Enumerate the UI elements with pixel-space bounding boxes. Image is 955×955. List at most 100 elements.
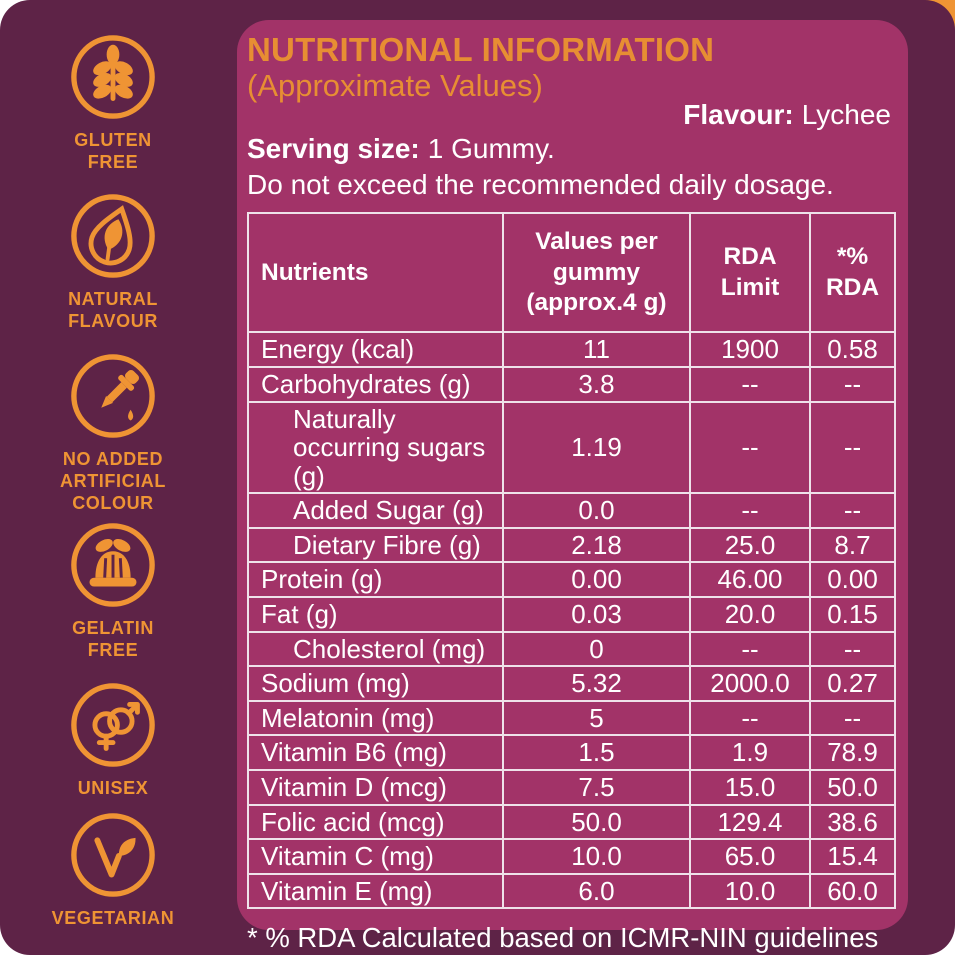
nutrient-value-cell: 1.5 — [502, 734, 691, 772]
badge-unisex: UNISEX — [8, 681, 218, 800]
jelly-icon — [69, 521, 157, 609]
nutrient-value-cell: 129.4 — [689, 803, 811, 841]
page-title: NUTRITIONAL INFORMATION — [247, 31, 715, 68]
nutrient-value-cell: 0.00 — [502, 561, 691, 599]
nutrient-name-cell: Melatonin (mg) — [247, 699, 504, 737]
badge-gelatin-free: GELATIN FREE — [8, 521, 218, 662]
nutrient-value-cell: 0.27 — [809, 665, 896, 702]
flavour-label: Flavour: — [683, 99, 794, 131]
flavour-value: Lychee — [801, 99, 891, 131]
table-header-row: Nutrients Values per gummy (approx.4 g) … — [247, 212, 896, 334]
nutrient-value-cell: -- — [689, 699, 811, 737]
nutrient-value-cell: 11 — [502, 331, 691, 368]
badge-vegetarian: VEGETARIAN — [8, 811, 218, 930]
serving-size-line: Serving size: 1 Gummy. — [247, 135, 895, 163]
table-row: Vitamin C (mg) 10.0 65.0 15.4 — [247, 838, 896, 875]
table-row: Carbohydrates (g) 3.8 -- -- — [247, 365, 896, 403]
nutrient-value-cell: 50.0 — [502, 803, 691, 841]
table-row: Added Sugar (g) 0.0 -- -- — [247, 492, 896, 529]
page-subtitle: (Approximate Values) — [247, 68, 543, 104]
column-header-values-per-gummy: Values per gummy (approx.4 g) — [502, 212, 691, 334]
rda-footnote: * % RDA Calculated based on ICMR-NIN gui… — [247, 922, 879, 954]
badge-label: NO ADDED ARTIFICIAL COLOUR — [60, 449, 166, 513]
table-row: Dietary Fibre (g) 2.18 25.0 8.7 — [247, 526, 896, 564]
nutrient-name-cell: Vitamin D (mcg) — [247, 769, 504, 806]
nutrient-value-cell: 8.7 — [809, 526, 896, 564]
nutrient-value-cell: 1.9 — [689, 734, 811, 772]
nutrient-value-cell: -- — [809, 365, 896, 403]
nutrient-value-cell: 0.00 — [809, 561, 896, 599]
table-row: Vitamin D (mcg) 7.5 15.0 50.0 — [247, 769, 896, 806]
badge-gluten-free: GLUTEN FREE — [8, 33, 218, 174]
flavour-line: Flavour: Lychee — [247, 101, 895, 129]
badge-no-added-artificial-colour: NO ADDED ARTIFICIAL COLOUR — [8, 352, 218, 515]
badge-label: UNISEX — [77, 778, 149, 798]
nutrient-name-cell: Fat (g) — [247, 596, 504, 633]
table-row: Vitamin E (mg) 6.0 10.0 60.0 — [247, 872, 896, 910]
nutrient-value-cell: 6.0 — [502, 872, 691, 910]
badge-label: NATURAL FLAVOUR — [68, 289, 158, 331]
table-row: Melatonin (mg) 5 -- -- — [247, 699, 896, 737]
table-row: Folic acid (mcg) 50.0 129.4 38.6 — [247, 803, 896, 841]
nutrient-name-cell: Protein (g) — [247, 561, 504, 599]
nutrition-table: Nutrients Values per gummy (approx.4 g) … — [247, 212, 896, 910]
nutrient-value-cell: -- — [809, 400, 896, 495]
column-header-nutrients: Nutrients — [247, 212, 504, 334]
nutrient-value-cell: 1.19 — [502, 400, 691, 495]
column-header-rda-limit: RDA Limit — [689, 212, 811, 334]
nutrient-name-cell: Energy (kcal) — [247, 331, 504, 368]
nutrient-value-cell: 38.6 — [809, 803, 896, 841]
nutrient-name-cell: Vitamin B6 (mg) — [247, 734, 504, 772]
nutrient-value-cell: 10.0 — [689, 872, 811, 910]
nutrient-value-cell: 0.03 — [502, 596, 691, 633]
nutrient-value-cell: -- — [689, 630, 811, 668]
nutrient-value-cell: 60.0 — [809, 872, 896, 910]
nutrient-value-cell: 15.4 — [809, 838, 896, 875]
table-row: Protein (g) 0.00 46.00 0.00 — [247, 561, 896, 599]
leaf-droplet-icon — [69, 192, 157, 280]
nutrient-value-cell: -- — [689, 492, 811, 529]
nutrient-value-cell: 50.0 — [809, 769, 896, 806]
wheat-icon — [69, 33, 157, 121]
nutrient-name-cell: Carbohydrates (g) — [247, 365, 504, 403]
nutrient-value-cell: 78.9 — [809, 734, 896, 772]
badge-label: VEGETARIAN — [51, 908, 175, 928]
nutrient-name-cell: Sodium (mg) — [247, 665, 504, 702]
serving-size-value: 1 Gummy. — [427, 133, 555, 165]
nutrient-value-cell: 5 — [502, 699, 691, 737]
nutrient-value-cell: 0.15 — [809, 596, 896, 633]
column-header-pct-rda: *% RDA — [809, 212, 896, 334]
nutrient-name-cell: Vitamin E (mg) — [247, 872, 504, 910]
nutrient-name-cell: Cholesterol (mg) — [247, 630, 504, 668]
nutrient-value-cell: 2.18 — [502, 526, 691, 564]
nutrient-value-cell: 3.8 — [502, 365, 691, 403]
nutrient-value-cell: 0 — [502, 630, 691, 668]
badge-label: GELATIN FREE — [72, 618, 154, 660]
nutrient-value-cell: 25.0 — [689, 526, 811, 564]
nutrient-value-cell: 5.32 — [502, 665, 691, 702]
nutrient-value-cell: 2000.0 — [689, 665, 811, 702]
nutrient-value-cell: 0.58 — [809, 331, 896, 368]
nutrient-value-cell: 65.0 — [689, 838, 811, 875]
nutrient-name-cell: Folic acid (mcg) — [247, 803, 504, 841]
nutrient-value-cell: 7.5 — [502, 769, 691, 806]
vegetarian-icon — [69, 811, 157, 899]
nutrient-name-cell: Naturally occurring sugars (g) — [247, 400, 504, 495]
nutrient-value-cell: 0.0 — [502, 492, 691, 529]
nutrient-value-cell: -- — [809, 699, 896, 737]
badge-label: GLUTEN FREE — [74, 130, 152, 172]
nutrient-value-cell: 20.0 — [689, 596, 811, 633]
table-row: Naturally occurring sugars (g) 1.19 -- -- — [247, 400, 896, 495]
nutrient-value-cell: 10.0 — [502, 838, 691, 875]
nutrient-name-cell: Dietary Fibre (g) — [247, 526, 504, 564]
table-row: Fat (g) 0.03 20.0 0.15 — [247, 596, 896, 633]
nutrient-value-cell: -- — [809, 630, 896, 668]
serving-size-label: Serving size: — [247, 133, 420, 165]
nutrient-value-cell: -- — [689, 400, 811, 495]
nutrition-table-body: Energy (kcal) 11 1900 0.58 Carbohydrates (g)… — [247, 331, 896, 910]
table-row: Vitamin B6 (mg) 1.5 1.9 78.9 — [247, 734, 896, 772]
unisex-icon — [69, 681, 157, 769]
nutrient-value-cell: -- — [809, 492, 896, 529]
badge-natural-flavour: NATURAL FLAVOUR — [8, 192, 218, 333]
